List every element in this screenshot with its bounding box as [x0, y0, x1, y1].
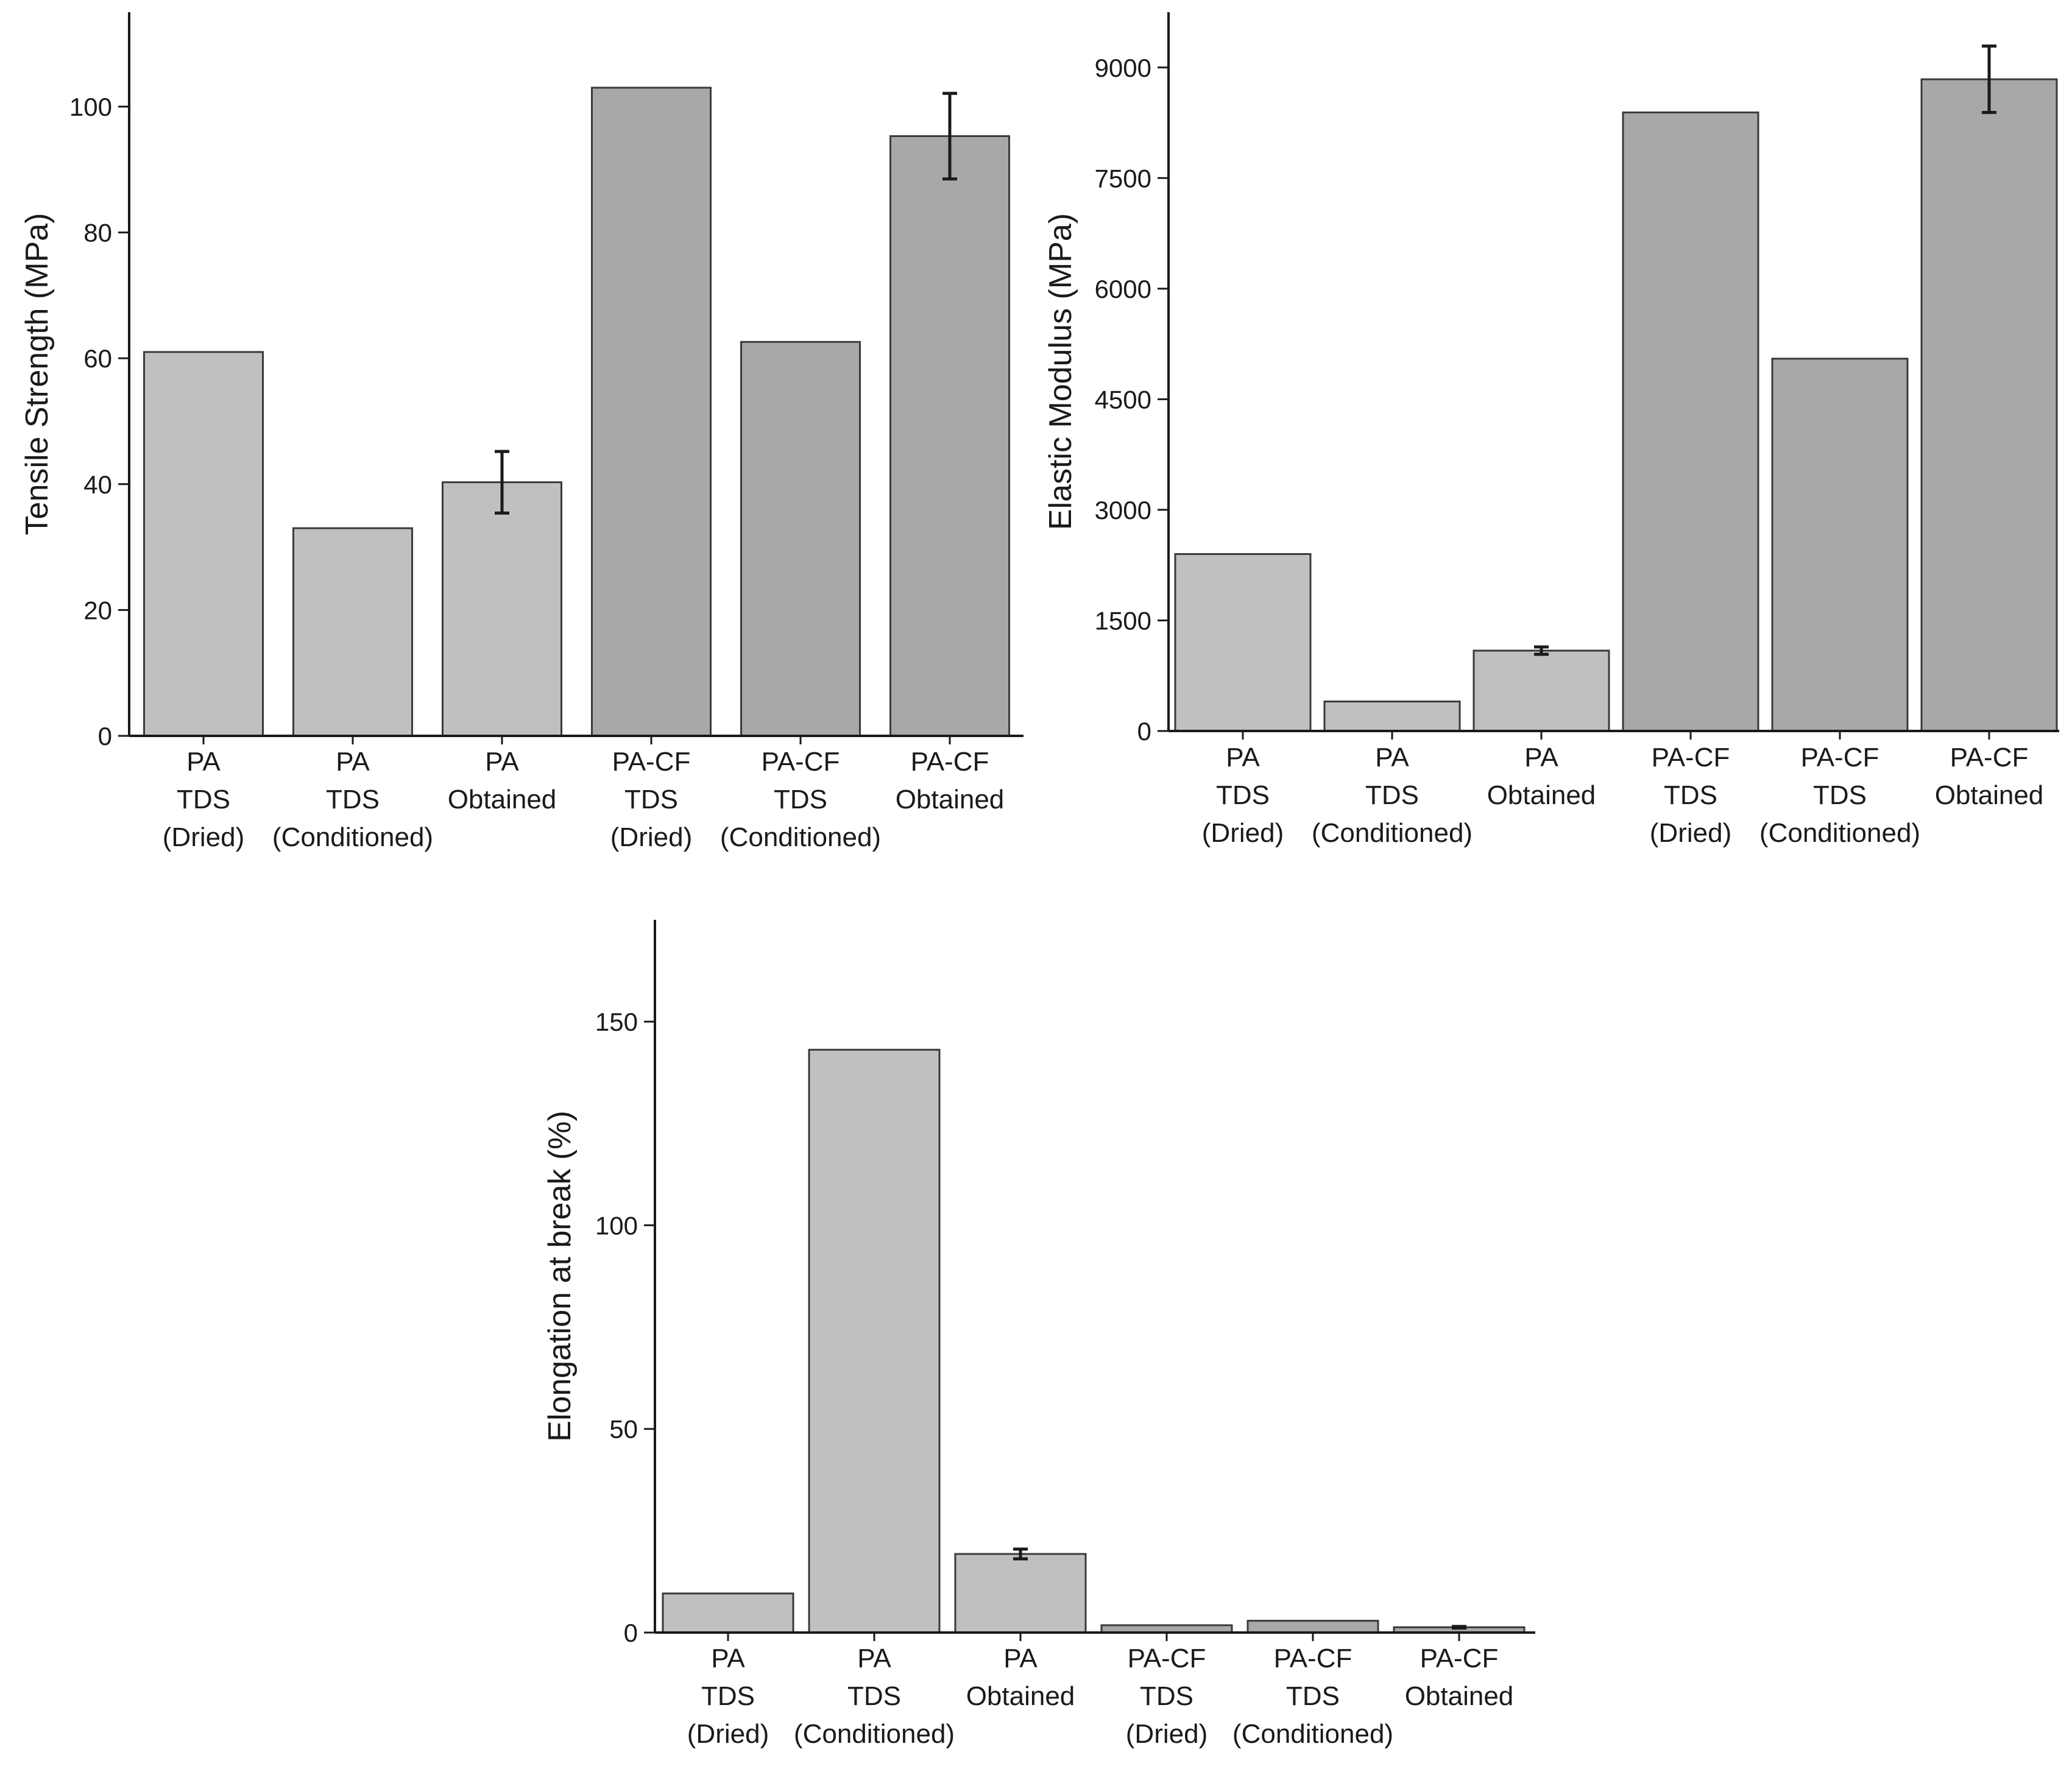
- tensile-strength-chart: Tensile Strength (MPa) 0 20 40 60 80 100 PA TDS(…: [19, 12, 1024, 852]
- y-tick-label: 100: [595, 1211, 638, 1240]
- x-category-label: PA-CF TDS (Conditioned): [720, 747, 881, 852]
- y-axis-title: Elongation at break (%): [542, 1110, 578, 1441]
- bar: [889, 135, 1010, 737]
- x-category-label: PA-CF Obtained: [1935, 743, 2044, 810]
- y-tick-label: 60: [83, 344, 112, 373]
- bar: [292, 527, 413, 737]
- x-category-label: PA Obtained: [448, 747, 557, 814]
- x-category-label: PA TDS (Conditioned): [272, 747, 433, 852]
- x-category-label: PA-CF Obtained: [1405, 1644, 1514, 1711]
- x-category-label: PA-CF TDS (Dried): [610, 747, 692, 852]
- y-tick-label: 80: [83, 219, 112, 247]
- elastic-modulus-chart: Elastic Modulus (MPa) 0 1500 3000 4500 6000 75…: [1043, 12, 2059, 848]
- y-tick-label: 0: [98, 722, 112, 750]
- x-category-label: PA Obtained: [966, 1644, 1075, 1711]
- y-tick-label: 40: [83, 470, 112, 499]
- y-tick-label: 150: [595, 1008, 638, 1036]
- x-category-label: PA TDS (Conditioned): [794, 1644, 955, 1749]
- y-tick-label: 100: [69, 93, 112, 121]
- bar: [1622, 111, 1759, 732]
- x-category-label: PA-CF TDS (Conditioned): [1759, 743, 1920, 848]
- y-axis-title: Tensile Strength (MPa): [19, 213, 55, 535]
- bar: [591, 87, 712, 737]
- x-category-label: PA TDS (Dried): [163, 747, 244, 852]
- bar: [662, 1592, 794, 1634]
- bar: [740, 341, 861, 737]
- x-category-label: PA TDS (Conditioned): [1312, 743, 1473, 848]
- bar: [1246, 1620, 1379, 1634]
- x-category-label: PA TDS (Dried): [687, 1644, 769, 1749]
- y-tick-label: 1500: [1095, 606, 1151, 635]
- bar: [808, 1048, 941, 1634]
- x-category-label: PA TDS (Dried): [1202, 743, 1284, 848]
- bar: [1771, 358, 1909, 732]
- x-category-label: PA Obtained: [1487, 743, 1596, 810]
- y-tick-label: 9000: [1095, 54, 1151, 82]
- bar: [1920, 78, 2058, 732]
- y-tick-label: 0: [624, 1619, 638, 1647]
- bar: [143, 351, 264, 737]
- bar: [1323, 701, 1461, 732]
- y-tick-label: 3000: [1095, 496, 1151, 524]
- y-tick-label: 50: [609, 1415, 638, 1444]
- x-category-label: PA-CF TDS (Dried): [1650, 743, 1731, 848]
- y-tick-label: 7500: [1095, 164, 1151, 192]
- y-tick-label: 4500: [1095, 385, 1151, 414]
- x-category-label: PA-CF TDS (Dried): [1126, 1644, 1207, 1749]
- x-category-label: PA-CF TDS (Conditioned): [1232, 1644, 1393, 1749]
- y-tick-label: 6000: [1095, 275, 1151, 303]
- y-tick-label: 0: [1137, 717, 1151, 746]
- y-tick-label: 20: [83, 596, 112, 624]
- elongation-chart: Elongation at break (%) 0 50 100 150 PA TDS (Dr…: [542, 920, 1535, 1749]
- bar: [442, 481, 562, 737]
- bar: [1174, 553, 1312, 732]
- y-axis-title: Elastic Modulus (MPa): [1043, 213, 1078, 530]
- x-category-label: PA-CF Obtained: [896, 747, 1005, 814]
- bar: [1473, 649, 1610, 732]
- bar: [954, 1553, 1087, 1634]
